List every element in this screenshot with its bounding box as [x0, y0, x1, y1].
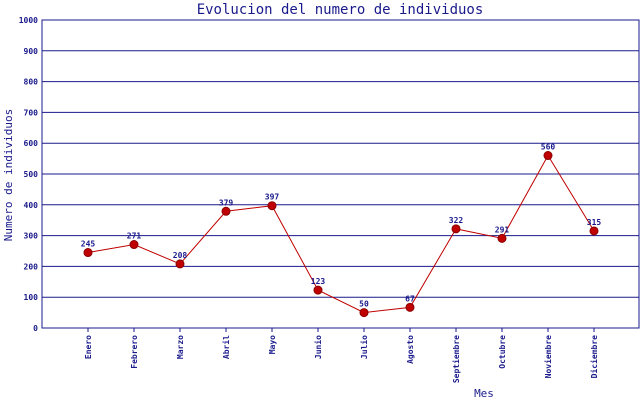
x-tick-label: Septiembre — [451, 335, 461, 383]
data-point — [175, 259, 185, 269]
x-tick-label: Diciembre — [589, 335, 599, 379]
data-label: 271 — [127, 232, 142, 241]
data-point — [359, 308, 369, 318]
data-label: 315 — [587, 218, 602, 227]
data-point — [221, 206, 231, 216]
data-point — [451, 224, 461, 234]
x-tick-label: Junio — [313, 335, 323, 359]
y-tick-label: 500 — [24, 170, 39, 179]
x-tick-label: Octubre — [498, 335, 507, 369]
data-label: 291 — [495, 225, 510, 234]
data-point — [405, 302, 415, 312]
series-line — [87, 154, 595, 314]
chart-title: Evolucion del numero de individuos — [197, 2, 484, 18]
x-tick-label: Agosto — [406, 335, 415, 364]
data-label: 245 — [81, 240, 96, 249]
x-tick-label: Enero — [84, 335, 93, 359]
x-tick-label: Mayo — [268, 335, 277, 354]
data-point — [83, 248, 93, 258]
data-label: 560 — [541, 143, 556, 152]
y-tick-labels: 0 100 200 300 400 500 600 700 800 900 1000 — [19, 16, 38, 333]
data-labels: 245 271 208 379 397 123 50 67 322 291 560 315 — [81, 143, 602, 309]
x-tick-label: Febrero — [130, 335, 139, 369]
x-tick-label: Marzo — [176, 335, 185, 359]
x-tick-label: Abril — [221, 335, 231, 359]
y-tick-label: 1000 — [19, 16, 38, 25]
x-axis-label: Mes — [474, 387, 494, 400]
y-tick-label: 400 — [24, 201, 39, 210]
data-point — [497, 233, 507, 243]
data-label: 67 — [405, 294, 415, 303]
data-point — [267, 201, 277, 211]
x-tick-label: Noviembre — [543, 335, 553, 379]
data-point — [313, 285, 323, 295]
y-tick-label: 600 — [24, 139, 39, 148]
x-tick-labels: Enero Febrero Marzo Abril Mayo Junio Julio Agos… — [84, 328, 599, 383]
y-tick-label: 0 — [33, 324, 38, 333]
data-label: 397 — [265, 193, 280, 202]
y-tick-label: 800 — [24, 78, 39, 87]
y-tick-label: 100 — [24, 293, 39, 302]
data-label: 322 — [449, 216, 464, 225]
y-tick-label: 900 — [24, 47, 39, 56]
y-tick-label: 200 — [24, 262, 39, 271]
data-label: 379 — [219, 198, 234, 207]
data-point — [589, 226, 599, 236]
grid-lines — [41, 19, 640, 329]
y-tick-label: 300 — [24, 232, 39, 241]
data-label: 208 — [173, 251, 188, 260]
y-tick-label: 700 — [24, 108, 39, 117]
y-axis-label: Numero de individuos — [2, 109, 15, 241]
series — [83, 151, 599, 318]
data-label: 123 — [311, 277, 326, 286]
data-point — [129, 240, 139, 250]
x-tick-label: Julio — [359, 335, 369, 359]
data-point — [543, 151, 553, 161]
data-label: 50 — [359, 300, 369, 309]
